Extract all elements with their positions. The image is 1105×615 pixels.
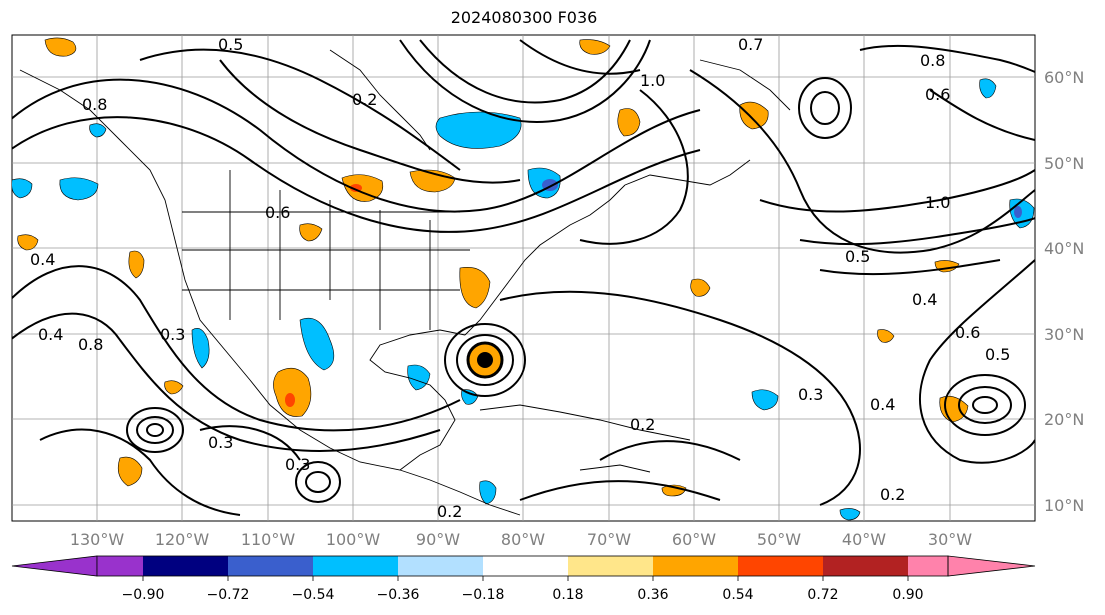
colorbar-segment: [568, 556, 653, 576]
graticule: [12, 35, 1035, 521]
contour-label: 1.0: [640, 71, 665, 90]
colorbar: −0.90 −0.72 −0.54 −0.36 −0.18 0.18 0.36 …: [11, 555, 1036, 603]
lon-label: 120°W: [155, 530, 210, 549]
contour-label: 0.5: [845, 247, 870, 266]
colorbar-tick-label: −0.90: [122, 587, 165, 603]
colorbar-tick-label: 0.36: [637, 587, 668, 603]
lat-label: 20°N: [1044, 410, 1084, 429]
lat-label: 10°N: [1044, 496, 1084, 515]
lon-label: 40°W: [842, 530, 886, 549]
closed-contours: [126, 77, 1026, 503]
contour-label: 0.4: [30, 250, 55, 269]
lat-label: 60°N: [1044, 68, 1084, 87]
lon-label: 70°W: [587, 530, 631, 549]
lon-label: 30°W: [928, 530, 972, 549]
colorbar-segment: [823, 556, 908, 576]
contour-label: 1.0: [925, 193, 950, 212]
colorbar-segment: [908, 556, 948, 576]
coastlines: [19, 49, 791, 516]
contour-label: 0.6: [265, 203, 290, 222]
contour-label: 0.3: [160, 325, 185, 344]
contour-label: 0.2: [630, 415, 655, 434]
colorbar-tick-label: 0.72: [807, 587, 838, 603]
lon-label: 130°W: [70, 530, 125, 549]
contour-label: 0.8: [920, 51, 945, 70]
contour-label: 0.4: [912, 290, 937, 309]
negative-anomaly-fills: [12, 78, 1035, 521]
positive-anomaly-fills: [17, 37, 969, 497]
contour-label: 0.4: [870, 395, 895, 414]
contour-label: 0.6: [925, 85, 950, 104]
contour-label: 0.8: [82, 95, 107, 114]
latitude-labels: 60°N 50°N 40°N 30°N 20°N 10°N: [1044, 68, 1084, 515]
colorbar-segment: [313, 556, 398, 576]
contour-lines: [12, 39, 1035, 516]
lon-label: 50°W: [757, 530, 801, 549]
lat-label: 40°N: [1044, 239, 1084, 258]
contour-label: 0.2: [352, 90, 377, 109]
lon-label: 110°W: [241, 530, 296, 549]
colorbar-tick-label: −0.54: [292, 587, 335, 603]
lat-label: 30°N: [1044, 325, 1084, 344]
lon-label: 60°W: [672, 530, 716, 549]
longitude-labels: 130°W 120°W 110°W 100°W 90°W 80°W 70°W 6…: [70, 530, 972, 549]
lon-label: 100°W: [326, 530, 381, 549]
contour-label: 0.5: [985, 345, 1010, 364]
contour-label: 0.3: [208, 433, 233, 452]
colorbar-segment: [653, 556, 738, 576]
colorbar-tick-label: −0.36: [377, 587, 420, 603]
colorbar-frame: [96, 555, 949, 577]
colorbar-tick-label: 0.54: [722, 587, 753, 603]
colorbar-segment: [483, 556, 568, 576]
colorbar-segment: [143, 556, 228, 576]
colorbar-tick-label: −0.18: [462, 587, 505, 603]
lon-label: 80°W: [501, 530, 545, 549]
contour-label: 0.8: [78, 335, 103, 354]
map-frame: [11, 34, 1036, 522]
colorbar-tick-label: −0.72: [207, 587, 250, 603]
colorbar-extend-right: [947, 555, 1036, 577]
colorbar-segment: [738, 556, 823, 576]
contour-label: 0.3: [798, 385, 823, 404]
hurricane-marker: [466, 341, 504, 379]
colorbar-segment: [228, 556, 313, 576]
colorbar-segment: [398, 556, 483, 576]
contour-label: 0.2: [437, 502, 462, 521]
lat-label: 50°N: [1044, 154, 1084, 173]
map-title: 2024080300 F036: [450, 8, 598, 27]
contour-label: 0.5: [218, 35, 243, 54]
contour-label: 0.4: [38, 325, 63, 344]
colorbar-tick-label: 0.90: [892, 587, 923, 603]
contour-label-group: 0.5 0.2 1.0 0.7 0.8 0.6 0.4 0.3 0.5 1.0 …: [30, 35, 1010, 521]
lon-label: 90°W: [416, 530, 460, 549]
contour-label: 0.6: [955, 323, 980, 342]
contour-label: 0.3: [285, 455, 310, 474]
colorbar-extend-left: [11, 555, 98, 577]
contour-label: 0.2: [880, 485, 905, 504]
contour-label: 0.7: [738, 35, 763, 54]
colorbar-tick-label: 0.18: [552, 587, 583, 603]
